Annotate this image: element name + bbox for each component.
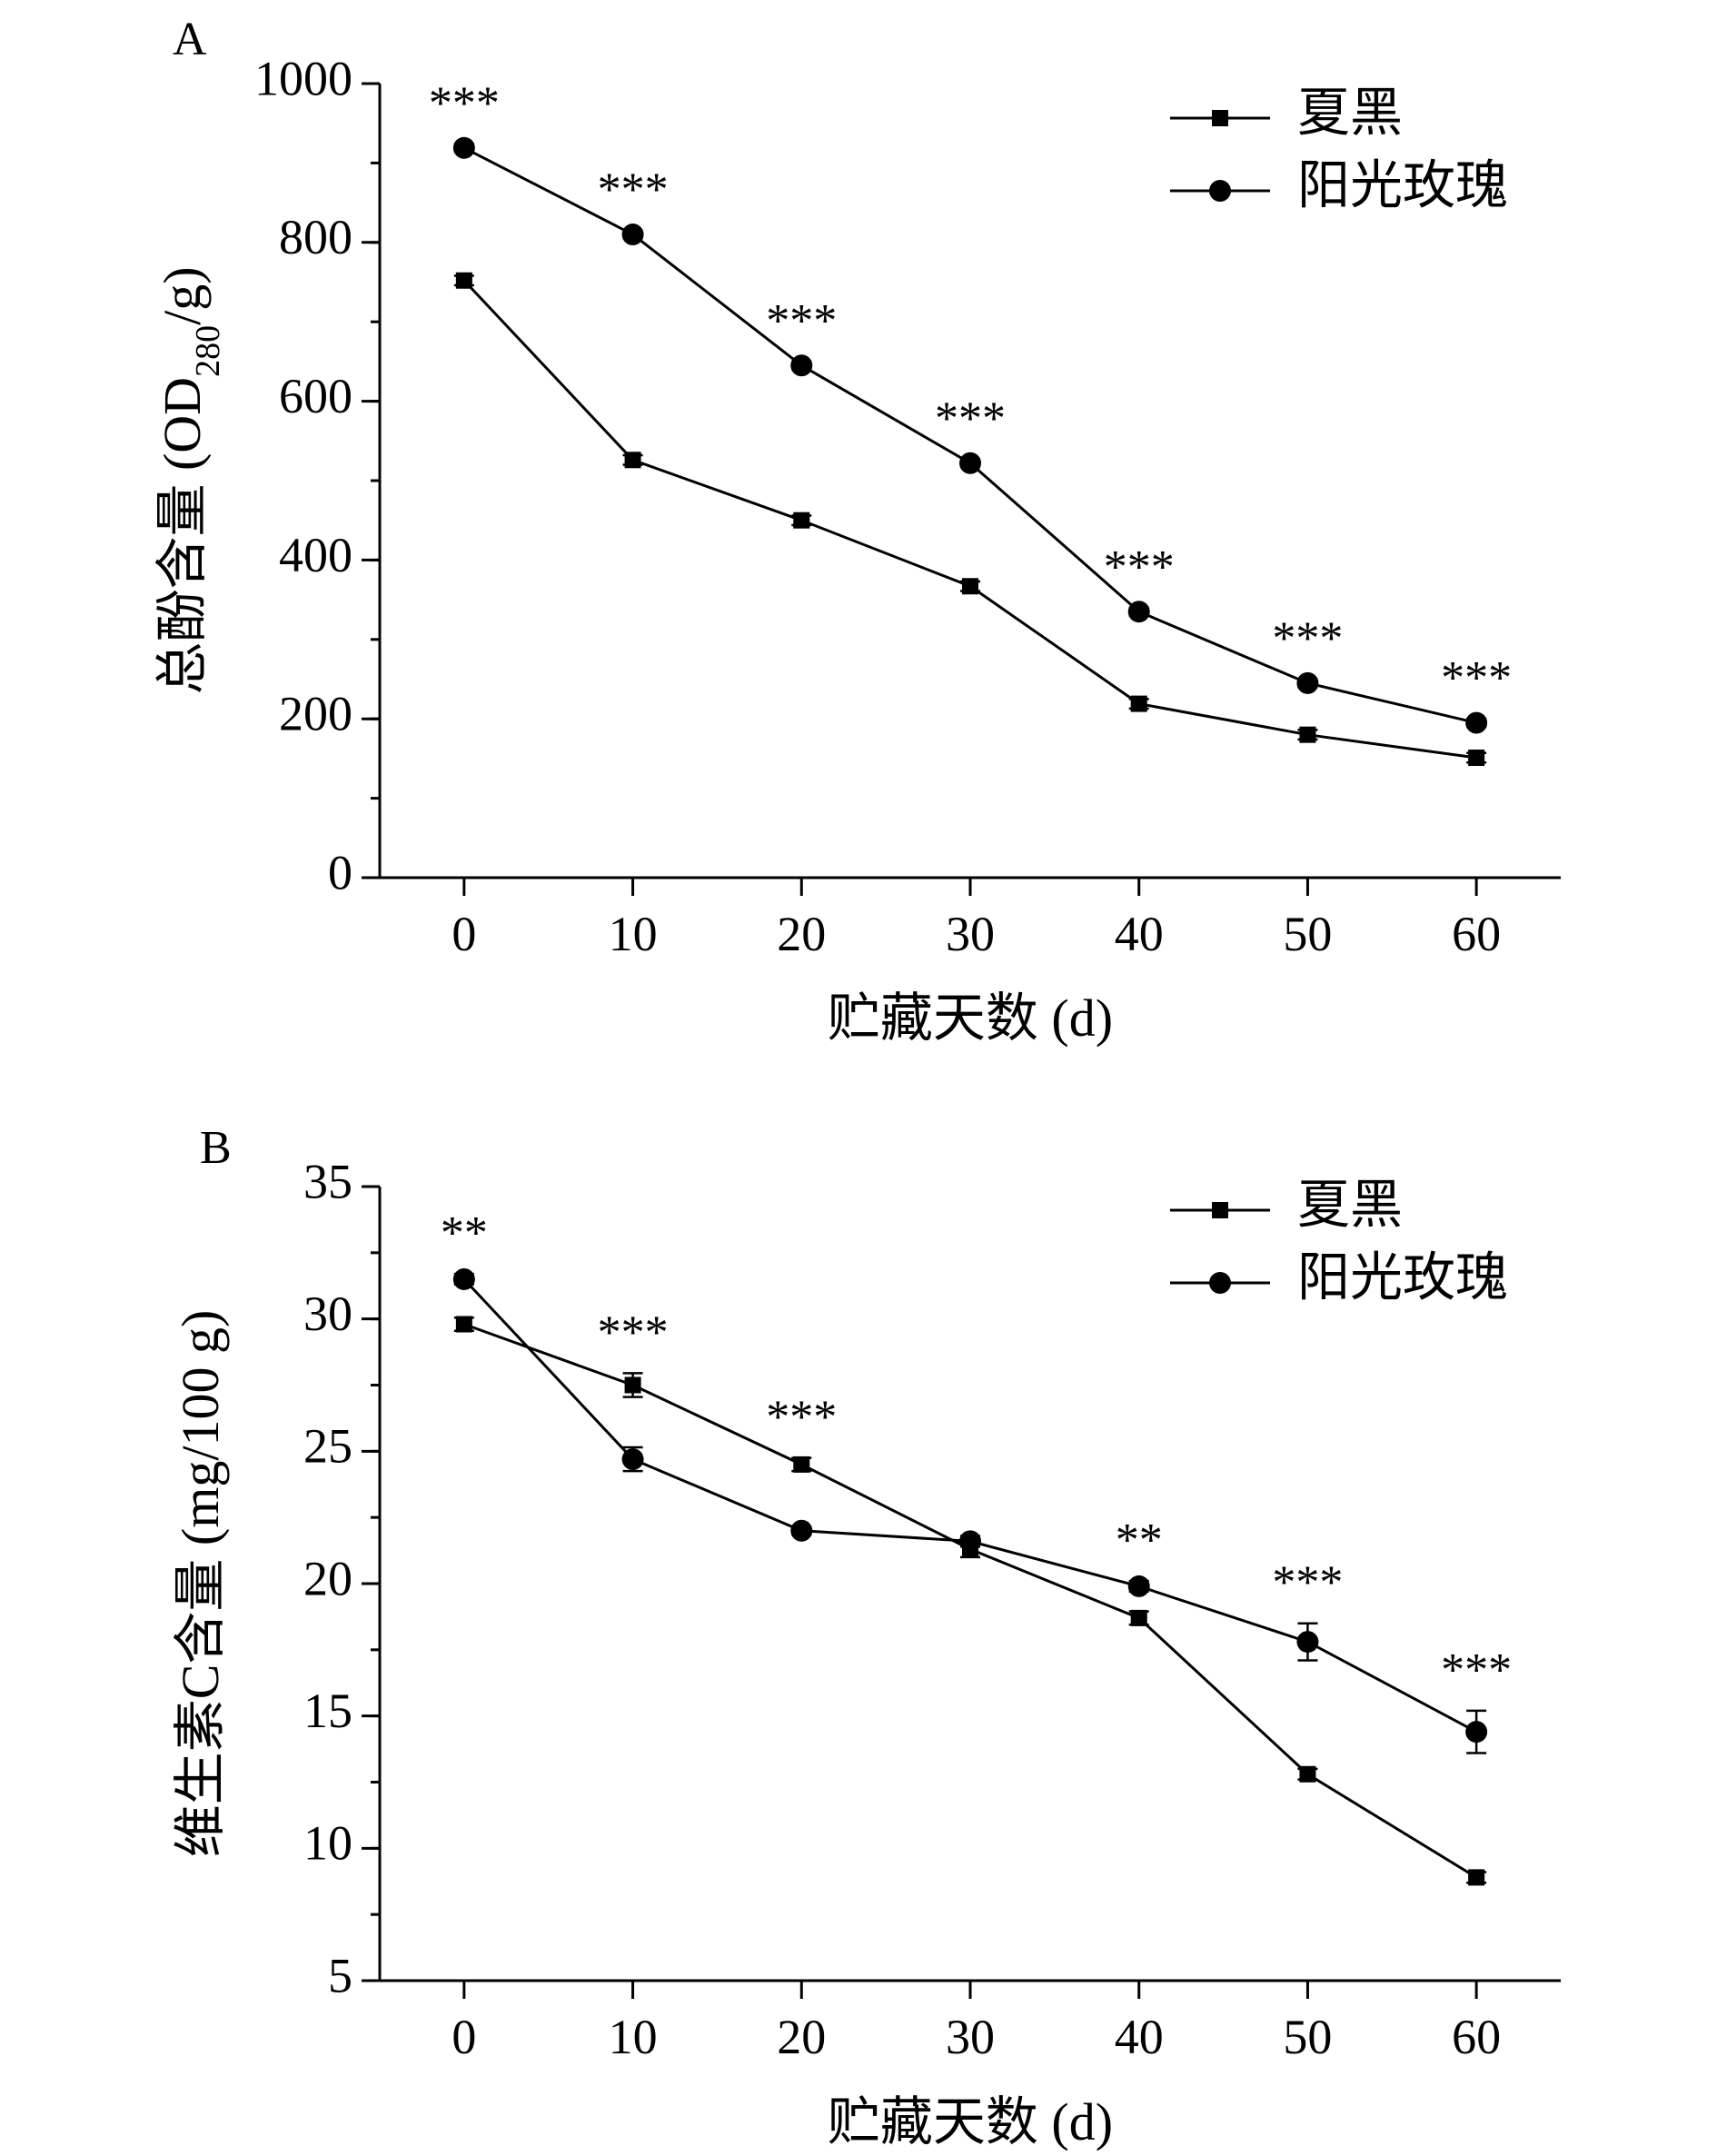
- series-yangguang-meigui: [452, 1267, 1488, 1754]
- x-tick-label: 30: [946, 2010, 995, 2064]
- y-tick-label: 25: [303, 1419, 352, 1474]
- x-axis-label: 贮藏天数 (d): [828, 989, 1113, 1048]
- chart-panel-b: B 5 10 15 20 25 30 35 0 10 20 30 40 50 60 贮藏天数 (d) 维生素C含…: [171, 1122, 1561, 2151]
- significance-mark: ***: [1104, 541, 1175, 593]
- chart-panel-a: A 0 200 400 600 800 1000 0 10 20 30 40 50 60 贮藏天数 (d) 总…: [153, 14, 1561, 1048]
- y-tick-label: 30: [303, 1287, 352, 1341]
- x-axis-label: 贮藏天数 (d): [828, 2092, 1113, 2151]
- y-tick-label: 20: [303, 1551, 352, 1605]
- significance-mark: ***: [429, 77, 500, 129]
- data-point-square: [793, 512, 810, 529]
- x-tick-label: 0: [452, 2010, 476, 2064]
- data-point-circle: [1465, 1721, 1488, 1744]
- legend-label: 夏黑: [1297, 1175, 1403, 1234]
- legend-marker-circle: [1209, 1272, 1231, 1294]
- data-point-circle: [1127, 1575, 1150, 1597]
- significance-mark: ***: [1441, 1644, 1512, 1696]
- legend-label: 阳光玫瑰: [1297, 155, 1508, 214]
- significance-mark: ***: [1272, 613, 1343, 665]
- y-tick-label: 800: [279, 210, 352, 264]
- data-point-circle: [621, 224, 644, 246]
- y-tick-label: 600: [279, 369, 352, 423]
- x-tick-label: 60: [1452, 907, 1501, 961]
- y-axis-label-subscript: 280: [189, 325, 227, 377]
- data-point-circle: [452, 1267, 475, 1290]
- data-point-square: [455, 1316, 472, 1333]
- x-tick-label: 10: [609, 2010, 658, 2064]
- legend-marker-square: [1212, 110, 1228, 126]
- panel-label: B: [200, 1122, 232, 1174]
- y-axis-label-end: /g): [153, 266, 212, 324]
- x-tick-label: 20: [777, 907, 826, 961]
- significance-mark: ***: [766, 1392, 837, 1444]
- significance-mark: ***: [1272, 1557, 1343, 1609]
- data-point-square: [1130, 1609, 1147, 1626]
- y-tick-label: 0: [328, 845, 352, 899]
- significance-mark: **: [1116, 1515, 1163, 1566]
- significance-mark: ***: [766, 295, 837, 347]
- x-tick-label: 40: [1115, 907, 1164, 961]
- data-point-square: [1299, 726, 1316, 743]
- legend-label: 阳光玫瑰: [1297, 1247, 1508, 1307]
- x-tick-label: 60: [1452, 2010, 1501, 2064]
- x-tick-label: 20: [777, 2010, 826, 2064]
- legend-marker-circle: [1209, 180, 1231, 202]
- y-tick-label: 35: [303, 1154, 352, 1208]
- significance-mark: ***: [598, 164, 669, 216]
- data-point-circle: [452, 136, 475, 159]
- y-axis-label: 总酚含量 (OD280/g): [153, 266, 227, 694]
- y-tick-label: 5: [328, 1948, 352, 2002]
- significance-mark: ***: [598, 1307, 669, 1358]
- data-point-square: [962, 578, 978, 595]
- data-point-circle: [790, 1519, 813, 1542]
- data-point-circle: [959, 1530, 981, 1553]
- series-yangguang-meigui: [452, 136, 1488, 734]
- data-point-square: [1468, 750, 1485, 767]
- data-point-circle: [959, 452, 981, 474]
- x-tick-label: 30: [946, 907, 995, 961]
- y-axis-label: 维生素C含量 (mg/100 g): [171, 1310, 230, 1858]
- x-tick-label: 50: [1283, 2010, 1332, 2064]
- y-tick-label: 10: [303, 1816, 352, 1871]
- y-tick-label: 200: [279, 687, 352, 741]
- y-tick-label: 1000: [254, 51, 352, 105]
- y-tick-label: 400: [279, 528, 352, 582]
- data-point-circle: [1296, 1631, 1319, 1654]
- significance-mark: **: [441, 1207, 488, 1259]
- legend-label: 夏黑: [1297, 83, 1403, 142]
- panel-label: A: [173, 14, 207, 65]
- data-point-square: [1468, 1869, 1485, 1886]
- data-point-square: [1299, 1765, 1316, 1783]
- series-xiahei: [453, 272, 1487, 767]
- data-point-circle: [1127, 601, 1150, 623]
- x-tick-label: 50: [1283, 907, 1332, 961]
- data-point-circle: [1296, 671, 1319, 694]
- legend-marker-square: [1212, 1202, 1228, 1218]
- x-tick-label: 0: [452, 907, 476, 961]
- data-point-square: [624, 1376, 641, 1394]
- y-axis-label-main: 维生素C含量 (mg/100 g): [171, 1310, 230, 1858]
- x-tick-label: 40: [1115, 2010, 1164, 2064]
- data-point-square: [793, 1456, 810, 1473]
- data-point-square: [624, 452, 641, 469]
- y-tick-label: 15: [303, 1684, 352, 1738]
- y-axis-label-main: 总酚含量 (OD: [153, 377, 212, 695]
- data-point-circle: [790, 354, 813, 377]
- data-point-square: [455, 272, 472, 289]
- x-tick-label: 10: [609, 907, 658, 961]
- data-point-circle: [1465, 711, 1488, 734]
- significance-mark: ***: [1441, 652, 1512, 704]
- data-point-circle: [621, 1448, 644, 1471]
- data-point-square: [1130, 695, 1147, 712]
- significance-mark: ***: [935, 392, 1006, 444]
